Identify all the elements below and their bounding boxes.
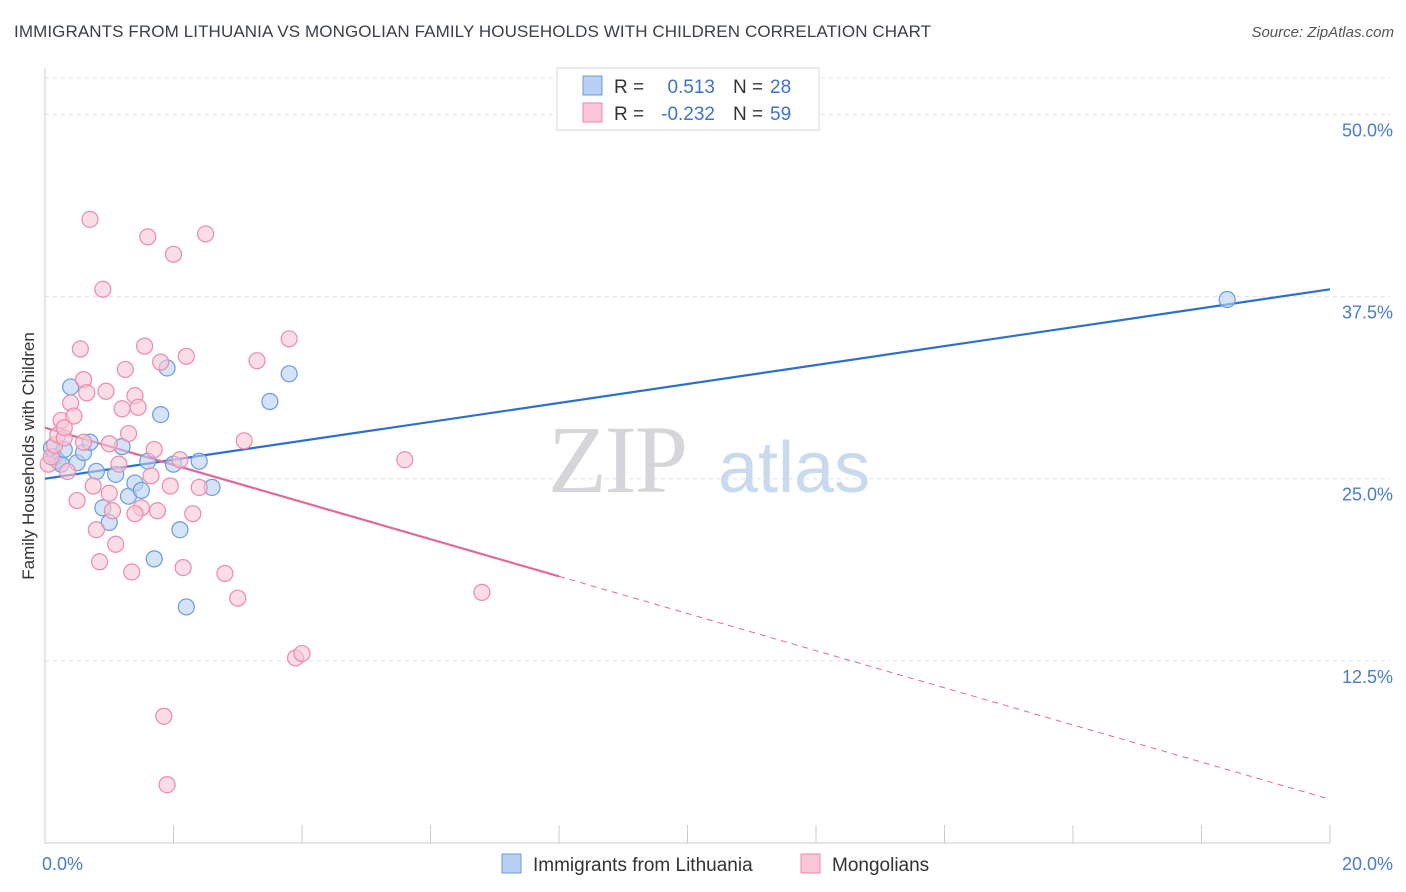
legend-n-value-lithuania: 28 [770,77,791,98]
point-mongolians [71,340,89,358]
point-lithuania [190,452,208,470]
legend-r-label-mongolians: R = [614,104,644,125]
point-mongolians [177,347,195,365]
point-mongolians [116,360,134,379]
point-mongolians [68,491,86,510]
y-tick-label: 25.0% [1342,485,1393,505]
point-mongolians [94,280,112,298]
trend-layer [44,288,1331,800]
legend-swatch-mongolians [582,102,603,123]
point-mongolians [84,477,102,495]
point-mongolians [55,419,73,437]
legend: R = 0.513 N = 28 R = -0.232 N = 59 [556,67,820,131]
bottom-legend-swatch-mongolians [800,853,821,874]
point-mongolians [74,433,93,451]
y-tick-label: 50.0% [1342,120,1393,140]
point-mongolians [216,564,234,583]
point-mongolians [58,462,77,481]
legend-swatch-lithuania [582,75,603,96]
point-mongolians [91,553,109,571]
point-mongolians [148,502,167,520]
bottom-legend-label-lithuania: Immigrants from Lithuania [533,855,753,876]
point-mongolians [184,505,202,523]
point-lithuania [261,392,279,411]
point-mongolians [103,502,122,520]
point-lithuania [132,481,150,499]
point-lithuania [87,462,106,481]
point-mongolians [142,467,160,485]
point-mongolians [235,432,253,450]
point-mongolians [119,424,138,443]
point-mongolians [100,435,118,453]
point-lithuania [145,550,163,568]
y-axis-title: Family Households with Children [19,332,38,580]
point-mongolians [229,589,247,607]
chart-title: IMMIGRANTS FROM LITHUANIA VS MONGOLIAN F… [14,22,932,41]
bottom-legend-label-mongolians: Mongolians [832,855,929,876]
point-mongolians [113,400,131,418]
point-mongolians [190,478,208,497]
source-label: Source: ZipAtlas.com [1251,24,1394,41]
legend-n-value-mongolians: 59 [770,104,791,125]
point-mongolians [174,558,192,577]
bottom-legend: Immigrants from Lithuania Mongolians [501,853,929,876]
point-mongolians [158,776,176,794]
point-lithuania [280,365,298,383]
point-mongolians [97,382,115,400]
point-lithuania [177,598,195,616]
point-mongolians [107,535,125,553]
point-mongolians [139,228,157,246]
point-mongolians [126,505,144,523]
point-mongolians [145,440,163,459]
x-tick-label: 0.0% [42,854,83,874]
x-tick-label: 20.0% [1342,854,1393,874]
point-lithuania [152,406,170,424]
watermark-atlas: atlas [718,428,870,508]
point-mongolians [280,330,298,348]
point-mongolians [87,521,106,539]
point-mongolians [110,455,128,473]
point-mongolians [135,337,154,355]
point-mongolians [65,407,83,425]
axis-layer: 12.5% 25.0% 37.5% 50.0% 0.0% 20.0% [42,68,1393,874]
watermark-zip: ZIP [548,406,686,513]
point-mongolians [123,563,141,581]
points-layer [39,210,1236,794]
point-lithuania [1218,290,1236,309]
point-mongolians [248,352,266,370]
point-mongolians [473,583,491,601]
point-mongolians [129,398,147,416]
watermark: ZIP atlas [548,406,870,513]
point-mongolians [161,477,179,495]
bottom-legend-swatch-lithuania [501,853,522,874]
legend-r-value-mongolians: -0.232 [661,104,715,125]
y-tick-label: 37.5% [1342,303,1393,323]
legend-n-label-lithuania: N = [733,77,763,98]
point-mongolians [152,353,170,371]
point-mongolians [100,484,118,502]
legend-r-label-lithuania: R = [614,77,644,98]
legend-n-label-mongolians: N = [733,104,763,125]
grid-layer [45,77,1390,662]
trend-line-mongolians-extrapolated [558,575,1331,800]
point-mongolians [155,707,173,725]
trend-line-mongolians [44,426,560,578]
legend-r-value-lithuania: 0.513 [667,77,715,98]
trend-line-lithuania [44,288,1331,480]
point-mongolians [197,225,215,243]
point-lithuania [171,521,189,539]
point-mongolians [81,210,99,228]
point-mongolians [78,384,96,402]
y-tick-label: 12.5% [1342,667,1393,687]
point-mongolians [171,451,189,469]
point-mongolians [396,451,414,469]
point-mongolians [293,644,311,663]
point-mongolians [164,245,183,263]
